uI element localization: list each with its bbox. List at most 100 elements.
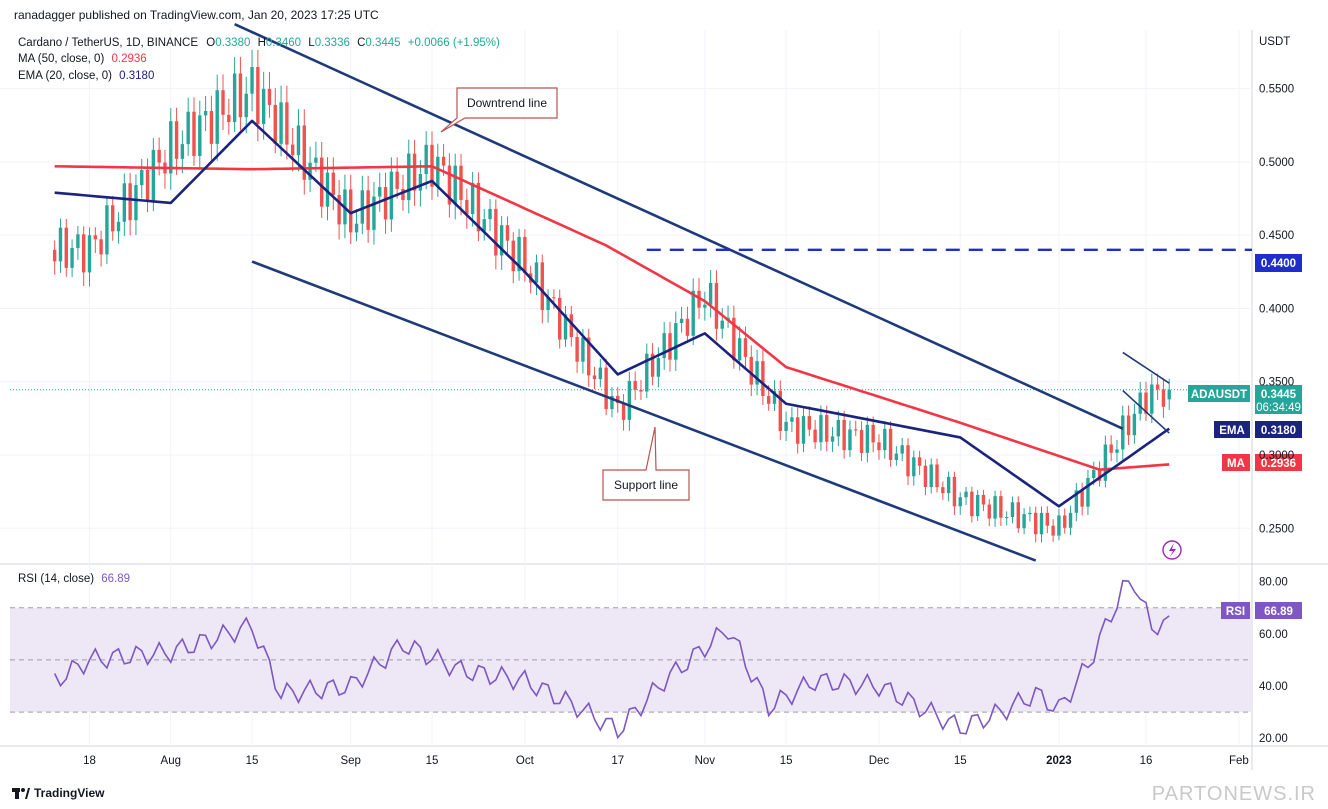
legend-ma: MA (50, close, 0) 0.2936 xyxy=(18,53,147,65)
candle xyxy=(267,71,272,118)
candle-body xyxy=(679,318,684,324)
rsi-panel xyxy=(10,579,1252,740)
candle-body xyxy=(470,182,475,215)
candle-body xyxy=(1022,514,1026,529)
candle xyxy=(877,434,881,460)
candle-body xyxy=(790,417,794,422)
candle xyxy=(93,227,98,254)
candle xyxy=(598,358,603,388)
candle-body xyxy=(308,162,312,180)
candle-body xyxy=(674,323,678,360)
candle-body xyxy=(1004,517,1009,519)
candlestick-series xyxy=(52,49,1171,543)
candle-body xyxy=(766,395,771,404)
candle-body xyxy=(854,429,858,431)
candle-body xyxy=(267,88,272,105)
close-label: C xyxy=(357,37,365,49)
candle-body xyxy=(1034,512,1038,535)
candle xyxy=(296,109,301,172)
candle-body xyxy=(987,504,991,519)
candle-body xyxy=(993,496,997,519)
candle-body xyxy=(424,144,428,174)
candle xyxy=(412,139,417,206)
candle-body xyxy=(917,457,922,466)
candle-body xyxy=(1028,512,1032,515)
candle-body xyxy=(999,496,1003,518)
candle-body xyxy=(325,172,330,207)
candle-body xyxy=(865,424,870,453)
candle xyxy=(679,306,684,333)
candle xyxy=(1097,461,1102,487)
candle-body xyxy=(383,187,388,220)
ma-tag-value: 0.2936 xyxy=(1261,458,1296,470)
candle xyxy=(912,450,916,486)
candle xyxy=(981,489,986,511)
candle xyxy=(534,254,539,296)
candle xyxy=(714,270,719,341)
candle xyxy=(476,172,481,242)
time-tick-label: 2023 xyxy=(1046,755,1072,767)
candle-body xyxy=(1016,502,1020,529)
candle-body xyxy=(186,111,190,145)
price-tick-label: 0.4500 xyxy=(1259,230,1294,242)
candle-body xyxy=(52,249,57,262)
candle xyxy=(157,137,161,176)
candle xyxy=(894,446,899,466)
rsi-label: RSI (14, close) xyxy=(18,573,94,585)
candle-body xyxy=(1167,389,1171,400)
candle-body xyxy=(488,208,492,220)
ema-tag-value: 0.3180 xyxy=(1261,425,1296,437)
candle-body xyxy=(238,73,243,118)
candle xyxy=(708,270,713,318)
candle xyxy=(1016,496,1020,533)
legend-ohlc: Cardano / TetherUS, 1D, BINANCE O0.3380 … xyxy=(18,37,500,49)
candle-body xyxy=(140,170,144,186)
candle xyxy=(1126,405,1131,445)
candle xyxy=(958,492,962,515)
candle-body xyxy=(737,338,742,361)
candle xyxy=(1121,405,1125,460)
candle-body xyxy=(482,219,486,232)
candle-body xyxy=(93,235,98,240)
candle-body xyxy=(494,208,498,256)
candle xyxy=(1045,506,1050,534)
candle xyxy=(279,85,283,157)
ma-label: MA (50, close, 0) xyxy=(18,53,104,65)
candle xyxy=(935,458,939,493)
candle-body xyxy=(250,66,254,94)
watermark-text: PARTONEWS.IR xyxy=(1151,783,1316,805)
candle-body xyxy=(331,172,336,196)
candle-body xyxy=(552,297,556,299)
downtrend-line xyxy=(234,22,1124,430)
candle-body xyxy=(227,114,231,123)
symbol-price-tag: ADAUSDT 0.3445 06:34:49 xyxy=(1188,385,1302,414)
ema-label: EMA (20, close, 0) xyxy=(18,70,112,82)
candle-body xyxy=(192,111,196,156)
ema20-line xyxy=(54,119,1170,508)
candle-body xyxy=(796,417,800,444)
candle-body xyxy=(970,491,974,517)
candle xyxy=(232,57,237,132)
candle xyxy=(87,227,92,287)
candle-body xyxy=(58,227,63,262)
ma-tag-label: MA xyxy=(1227,458,1245,470)
candle xyxy=(813,419,817,449)
alert-icon[interactable] xyxy=(1162,540,1182,560)
candle-body xyxy=(1132,413,1137,436)
candle-body xyxy=(708,282,713,305)
candle xyxy=(970,486,974,523)
candle-body xyxy=(256,66,260,125)
candle xyxy=(111,196,115,241)
rsi-line xyxy=(53,579,1170,740)
candle-body xyxy=(656,358,661,377)
time-tick-label: 15 xyxy=(246,755,259,767)
candle-body xyxy=(1126,415,1131,436)
candle-body xyxy=(587,337,591,376)
candle-body xyxy=(378,187,382,197)
candle xyxy=(470,172,475,227)
candle-body xyxy=(296,125,301,156)
candle-body xyxy=(633,380,637,390)
candle-body xyxy=(360,190,365,224)
time-tick-label: 17 xyxy=(611,755,624,767)
